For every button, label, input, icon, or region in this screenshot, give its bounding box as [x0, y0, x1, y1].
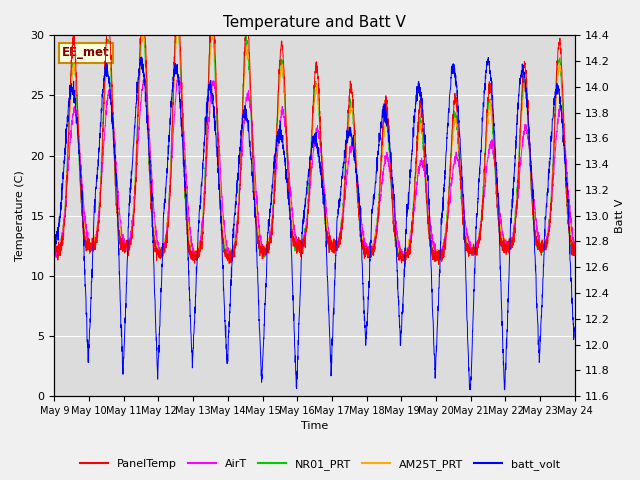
AM25T_PRT	[571, 243, 579, 249]
NR01_PRT	[505, 245, 513, 251]
NR01_PRT	[226, 258, 234, 264]
AirT	[174, 73, 182, 79]
Line: batt_volt: batt_volt	[54, 57, 575, 390]
PanelTemp	[141, 22, 148, 28]
Line: NR01_PRT: NR01_PRT	[54, 22, 575, 261]
Title: Temperature and Batt V: Temperature and Batt V	[223, 15, 406, 30]
batt_volt	[505, 276, 513, 282]
batt_volt	[110, 141, 118, 146]
AirT	[505, 250, 513, 256]
NR01_PRT	[571, 248, 579, 253]
NR01_PRT	[250, 196, 258, 202]
batt_volt	[571, 324, 579, 330]
AirT	[51, 241, 58, 247]
AM25T_PRT	[110, 123, 118, 129]
PanelTemp	[561, 148, 569, 154]
batt_volt	[561, 160, 569, 166]
Text: EE_met: EE_met	[62, 46, 110, 59]
NR01_PRT	[110, 145, 118, 151]
Y-axis label: Temperature (C): Temperature (C)	[15, 170, 25, 261]
Line: AM25T_PRT: AM25T_PRT	[54, 26, 575, 258]
NR01_PRT	[173, 19, 181, 24]
AirT	[228, 258, 236, 264]
AM25T_PRT	[51, 240, 58, 246]
AirT	[110, 125, 118, 131]
PanelTemp	[505, 242, 513, 248]
AM25T_PRT	[250, 167, 258, 173]
AirT	[273, 159, 281, 165]
batt_volt	[51, 235, 58, 241]
X-axis label: Time: Time	[301, 421, 328, 432]
Y-axis label: Batt V: Batt V	[615, 199, 625, 233]
Line: PanelTemp: PanelTemp	[54, 0, 575, 268]
PanelTemp	[250, 192, 258, 198]
AirT	[141, 77, 148, 83]
AM25T_PRT	[273, 136, 280, 142]
PanelTemp	[401, 265, 408, 271]
batt_volt	[273, 143, 280, 149]
PanelTemp	[273, 134, 280, 140]
Line: AirT: AirT	[54, 76, 575, 261]
AM25T_PRT	[398, 255, 406, 261]
NR01_PRT	[561, 160, 569, 166]
NR01_PRT	[141, 43, 148, 49]
batt_volt	[466, 387, 474, 393]
PanelTemp	[571, 249, 579, 255]
NR01_PRT	[51, 245, 58, 251]
AM25T_PRT	[174, 23, 182, 29]
PanelTemp	[110, 139, 118, 145]
AM25T_PRT	[141, 35, 148, 41]
batt_volt	[141, 76, 148, 82]
AirT	[250, 159, 258, 165]
Legend: PanelTemp, AirT, NR01_PRT, AM25T_PRT, batt_volt: PanelTemp, AirT, NR01_PRT, AM25T_PRT, ba…	[76, 455, 564, 474]
AirT	[571, 244, 579, 250]
batt_volt	[138, 54, 145, 60]
PanelTemp	[51, 242, 58, 248]
NR01_PRT	[273, 123, 281, 129]
batt_volt	[250, 195, 258, 201]
AM25T_PRT	[505, 240, 513, 246]
AM25T_PRT	[561, 139, 569, 145]
AirT	[561, 138, 569, 144]
PanelTemp	[173, 0, 181, 1]
